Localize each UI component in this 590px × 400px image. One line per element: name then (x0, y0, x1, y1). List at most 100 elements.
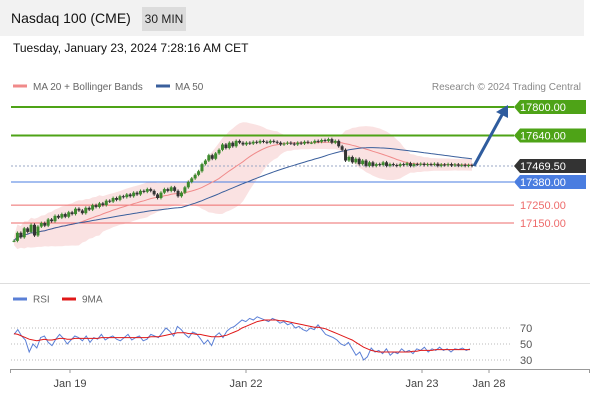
candle (234, 139, 238, 148)
candle (238, 139, 242, 145)
candle-body (173, 187, 177, 191)
candle (173, 185, 177, 193)
candle (313, 139, 317, 145)
candle-body (426, 164, 430, 166)
candle-body (56, 215, 60, 218)
candle (415, 162, 419, 166)
candle (364, 159, 368, 168)
candle-body (231, 142, 235, 147)
candle (402, 162, 406, 167)
candle (292, 142, 296, 146)
candle (412, 162, 416, 168)
candle (227, 141, 231, 150)
candle (265, 140, 269, 145)
candle-body (367, 162, 371, 166)
candle (87, 206, 91, 212)
candle (80, 209, 84, 215)
candle (282, 142, 286, 146)
ma50-line (13, 147, 473, 242)
candle (203, 159, 207, 166)
candle-body (391, 164, 395, 166)
candle-body (183, 187, 187, 193)
candle-body (374, 164, 378, 166)
candle (138, 189, 142, 196)
price-tag-text: 17250.00 (520, 200, 566, 212)
candle-body (320, 140, 324, 142)
candle (179, 191, 183, 198)
candle (197, 169, 201, 177)
candle-body (265, 141, 269, 143)
candle-body (299, 142, 303, 144)
candle (186, 180, 190, 189)
candle-body (388, 164, 392, 166)
rsi-tick-70: 70 (520, 323, 532, 335)
candle-body (111, 198, 115, 202)
candle (385, 160, 389, 168)
candle-body (453, 164, 457, 166)
candle (63, 212, 67, 219)
candle-body (159, 192, 163, 199)
candle (111, 196, 115, 204)
x-tick-label: Jan 28 (472, 378, 505, 390)
candle (251, 140, 255, 146)
candle-body (333, 140, 337, 143)
candle-body (203, 160, 207, 165)
ma50-legend-label: MA 50 (175, 82, 204, 93)
candle-body (272, 140, 276, 142)
candle (337, 139, 341, 148)
candle (159, 191, 163, 200)
candle (330, 137, 334, 145)
price-tag-box (514, 100, 586, 114)
candle (303, 140, 307, 146)
timeframe-button[interactable]: 30 MIN (142, 7, 186, 31)
candle-body (132, 192, 136, 197)
candle (456, 163, 460, 168)
candle (15, 231, 19, 243)
candle (371, 160, 375, 168)
price-tag-box (514, 128, 586, 143)
candle (460, 163, 464, 168)
candle (142, 189, 146, 194)
candle-body (323, 140, 327, 142)
candle-body (176, 190, 180, 197)
candle-body (67, 212, 71, 217)
x-tick-label: Jan 19 (53, 378, 86, 390)
candle (207, 153, 211, 162)
candle-body (296, 142, 300, 145)
candle (214, 151, 218, 161)
candle-body (279, 142, 283, 145)
candle-body (135, 192, 139, 195)
candle-body (87, 207, 91, 210)
candle-body (436, 163, 440, 166)
candle-body (412, 164, 416, 166)
candle-body (152, 190, 156, 195)
candle (453, 163, 457, 167)
candle-body (344, 149, 348, 161)
candle (344, 148, 348, 162)
candle (118, 194, 122, 202)
candle-body (118, 196, 122, 200)
forecast-arrow-head (496, 105, 508, 118)
candle (149, 187, 153, 193)
candle-body (303, 141, 307, 144)
candle-body (101, 203, 105, 206)
candle (183, 185, 187, 195)
candle (347, 155, 351, 162)
candle-body (33, 224, 37, 236)
candle (39, 221, 43, 228)
candle-body (385, 162, 389, 166)
candle-body (337, 140, 341, 147)
header-bar: Nasdaq 100 (CME) 30 MIN (0, 0, 584, 36)
candle-body (214, 153, 218, 159)
candle (166, 187, 170, 193)
candle (84, 206, 88, 215)
price-tag-text: 17150.00 (520, 218, 566, 230)
instrument-title: Nasdaq 100 (CME) (11, 10, 131, 26)
candle (53, 214, 57, 223)
candle (408, 161, 412, 168)
candle-body (115, 198, 119, 200)
candle-body (248, 142, 252, 144)
candle (439, 163, 443, 168)
candle (70, 210, 74, 216)
candle (323, 138, 327, 143)
